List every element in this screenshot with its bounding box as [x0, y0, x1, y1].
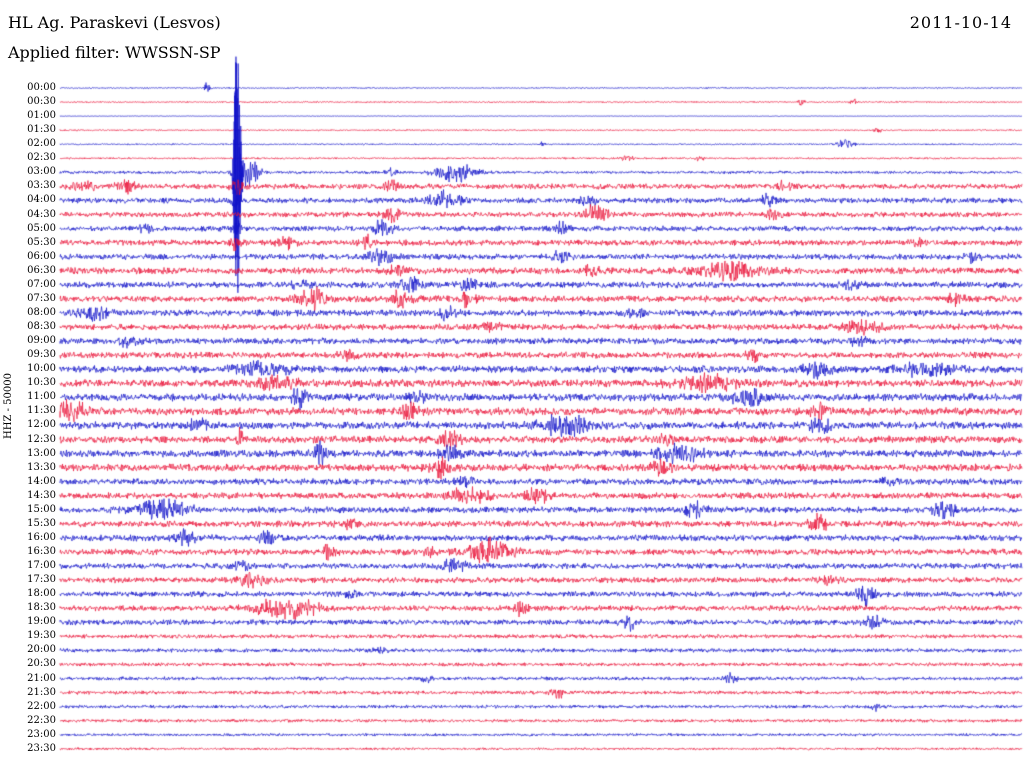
time-label: 00:30: [27, 96, 56, 108]
record-date: 2011-10-14: [909, 13, 1012, 32]
time-label: 14:00: [27, 475, 56, 487]
time-label: 07:30: [27, 292, 56, 304]
time-label: 01:00: [27, 110, 56, 122]
time-label: 23:30: [27, 742, 56, 754]
time-label: 14:30: [27, 489, 56, 501]
time-label: 10:00: [27, 363, 56, 375]
time-label: 17:00: [27, 560, 56, 572]
station-title: HL Ag. Paraskevi (Lesvos): [8, 13, 221, 32]
time-label: 23:00: [27, 728, 56, 740]
time-label: 11:00: [27, 391, 56, 403]
time-label: 08:30: [27, 321, 56, 333]
time-label: 19:30: [27, 630, 56, 642]
time-label: 18:00: [27, 588, 56, 600]
time-label: 20:30: [27, 658, 56, 670]
time-label: 02:30: [27, 152, 56, 164]
time-label: 06:30: [27, 264, 56, 276]
time-label: 04:30: [27, 208, 56, 220]
time-label: 15:30: [27, 517, 56, 529]
applied-filter-label: Applied filter: WWSSN-SP: [8, 43, 221, 62]
time-label: 15:00: [27, 503, 56, 515]
time-label: 03:00: [27, 166, 56, 178]
time-label: 12:00: [27, 419, 56, 431]
time-label: 07:00: [27, 278, 56, 290]
time-label: 04:00: [27, 194, 56, 206]
time-label: 13:30: [27, 461, 56, 473]
time-label: 16:30: [27, 545, 56, 557]
time-label: 05:00: [27, 222, 56, 234]
time-label: 21:30: [27, 686, 56, 698]
time-label: 12:30: [27, 433, 56, 445]
time-label: 05:30: [27, 236, 56, 248]
time-label: 01:30: [27, 124, 56, 136]
time-label: 13:00: [27, 447, 56, 459]
time-label: 21:00: [27, 672, 56, 684]
time-label: 22:30: [27, 714, 56, 726]
time-label: 11:30: [27, 405, 56, 417]
time-label: 09:30: [27, 349, 56, 361]
time-label: 16:00: [27, 531, 56, 543]
time-label: 17:30: [27, 574, 56, 586]
time-label: 18:30: [27, 602, 56, 614]
time-label: 09:00: [27, 335, 56, 347]
time-label: 02:00: [27, 138, 56, 150]
time-label: 20:00: [27, 644, 56, 656]
time-label: 06:00: [27, 250, 56, 262]
time-label: 08:00: [27, 306, 56, 318]
time-label: 22:00: [27, 700, 56, 712]
time-label: 19:00: [27, 616, 56, 628]
time-label: 00:00: [27, 82, 56, 93]
time-label: 10:30: [27, 377, 56, 389]
time-label: 03:30: [27, 180, 56, 192]
